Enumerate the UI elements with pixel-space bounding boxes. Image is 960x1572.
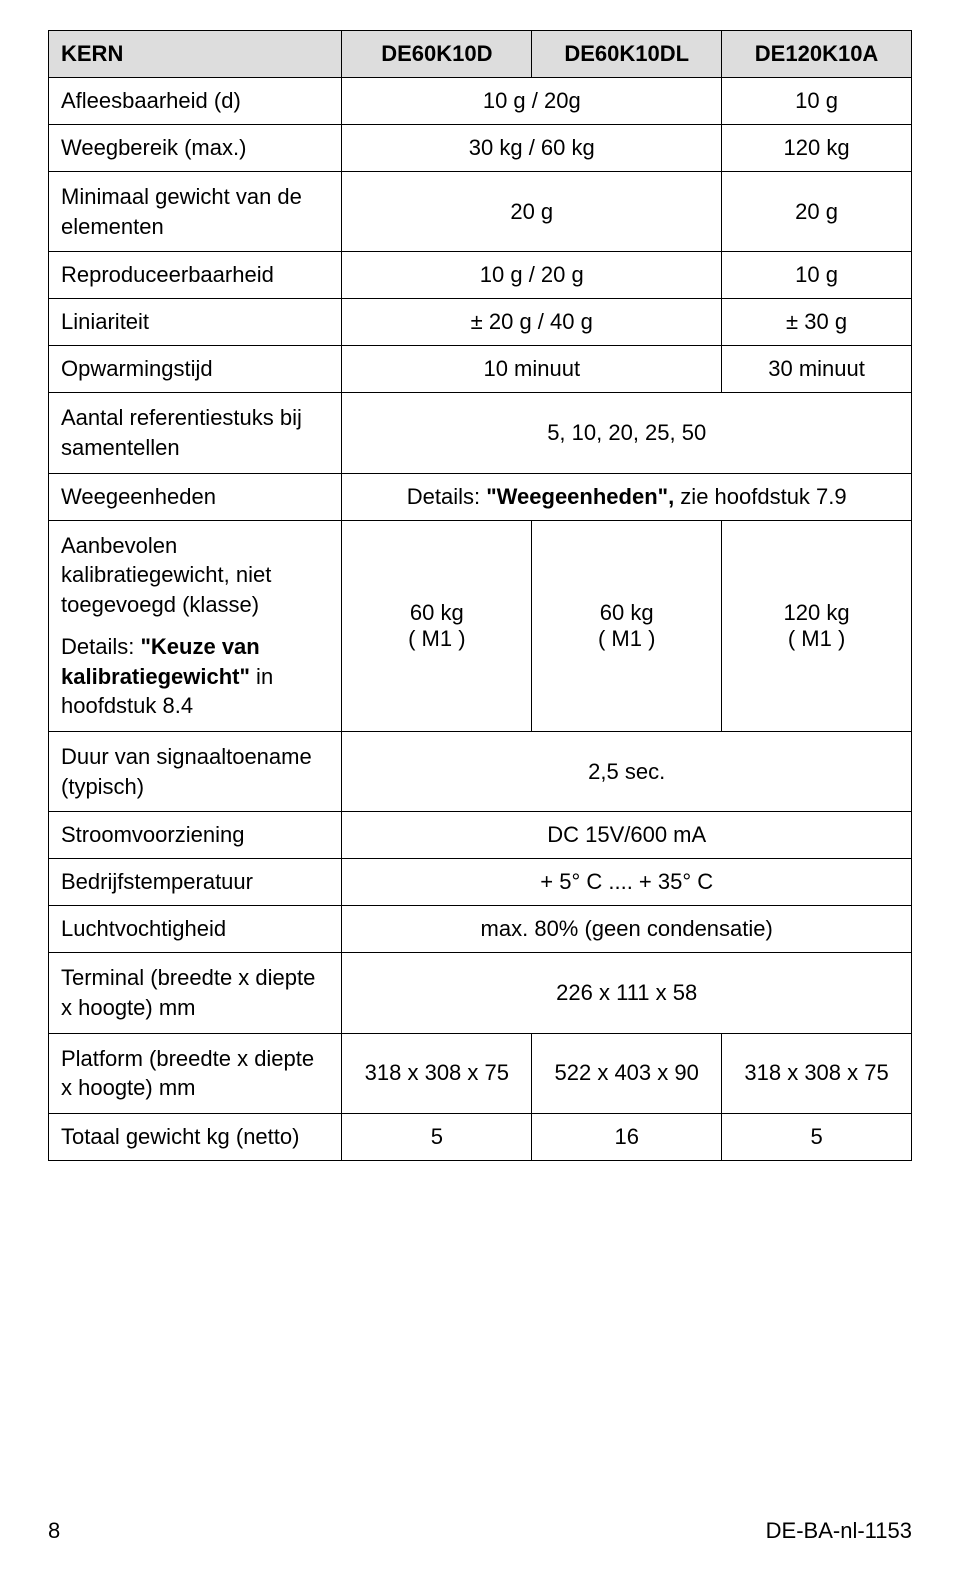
val-duur: 2,5 sec.: [342, 731, 912, 811]
aanbevolen-v2b: ( M1 ): [544, 626, 709, 652]
header-col2: DE60K10DL: [532, 31, 722, 78]
val-weegbereik-3: 120 kg: [722, 125, 912, 172]
label-liniariteit: Liniariteit: [49, 299, 342, 346]
row-opwarmingstijd: Opwarmingstijd 10 minuut 30 minuut: [49, 346, 912, 393]
val-terminal: 226 x 111 x 58: [342, 953, 912, 1033]
row-duur: Duur van signaaltoename (typisch) 2,5 se…: [49, 731, 912, 811]
aanbevolen-l2a: Details:: [61, 634, 140, 659]
val-platform-2: 522 x 403 x 90: [532, 1033, 722, 1113]
val-aantalref: 5, 10, 20, 25, 50: [342, 393, 912, 473]
aanbevolen-v1a: 60 kg: [354, 600, 519, 626]
val-weegbereik-12: 30 kg / 60 kg: [342, 125, 722, 172]
label-aantalref: Aantal referentiestuks bij samentellen: [49, 393, 342, 473]
label-platform: Platform (breedte x diepte x hoogte) mm: [49, 1033, 342, 1113]
spec-table: KERN DE60K10D DE60K10DL DE120K10A Aflees…: [48, 30, 912, 1161]
label-lucht: Luchtvochtigheid: [49, 906, 342, 953]
header-kern: KERN: [49, 31, 342, 78]
val-bedrijfstemp: + 5° C .... + 35° C: [342, 859, 912, 906]
page-footer: 8 DE-BA-nl-1153: [48, 1518, 912, 1544]
val-aanbevolen-3: 120 kg ( M1 ): [722, 520, 912, 731]
header-row: KERN DE60K10D DE60K10DL DE120K10A: [49, 31, 912, 78]
header-col1: DE60K10D: [342, 31, 532, 78]
label-opwarmingstijd: Opwarmingstijd: [49, 346, 342, 393]
header-col3: DE120K10A: [722, 31, 912, 78]
val-minimaal-12: 20 g: [342, 172, 722, 252]
row-totaal: Totaal gewicht kg (netto) 5 16 5: [49, 1114, 912, 1161]
val-aanbevolen-2: 60 kg ( M1 ): [532, 520, 722, 731]
aanbevolen-v3a: 120 kg: [734, 600, 899, 626]
label-minimaal: Minimaal gewicht van de elementen: [49, 172, 342, 252]
aanbevolen-v3b: ( M1 ): [734, 626, 899, 652]
row-aantalref: Aantal referentiestuks bij samentellen 5…: [49, 393, 912, 473]
label-stroom: Stroomvoorziening: [49, 812, 342, 859]
val-weegeenheden: Details: "Weegeenheden", zie hoofdstuk 7…: [342, 473, 912, 520]
val-stroom: DC 15V/600 mA: [342, 812, 912, 859]
val-totaal-3: 5: [722, 1114, 912, 1161]
row-weegeenheden: Weegeenheden Details: "Weegeenheden", zi…: [49, 473, 912, 520]
label-weegeenheden: Weegeenheden: [49, 473, 342, 520]
row-liniariteit: Liniariteit ± 20 g / 40 g ± 30 g: [49, 299, 912, 346]
label-aanbevolen: Aanbevolen kalibratiegewicht, niet toege…: [49, 520, 342, 731]
val-opwarmingstijd-12: 10 minuut: [342, 346, 722, 393]
weegeenheden-bold: "Weegeenheden",: [486, 484, 674, 509]
val-platform-1: 318 x 308 x 75: [342, 1033, 532, 1113]
row-bedrijfstemp: Bedrijfstemperatuur + 5° C .... + 35° C: [49, 859, 912, 906]
val-reproduceer-3: 10 g: [722, 252, 912, 299]
val-liniariteit-12: ± 20 g / 40 g: [342, 299, 722, 346]
row-platform: Platform (breedte x diepte x hoogte) mm …: [49, 1033, 912, 1113]
weegeenheden-pref: Details:: [407, 484, 486, 509]
aanbevolen-v2a: 60 kg: [544, 600, 709, 626]
row-minimaal: Minimaal gewicht van de elementen 20 g 2…: [49, 172, 912, 252]
label-weegbereik: Weegbereik (max.): [49, 125, 342, 172]
row-lucht: Luchtvochtigheid max. 80% (geen condensa…: [49, 906, 912, 953]
weegeenheden-suf: zie hoofdstuk 7.9: [674, 484, 846, 509]
label-afleesbaarheid: Afleesbaarheid (d): [49, 78, 342, 125]
label-terminal: Terminal (breedte x diepte x hoogte) mm: [49, 953, 342, 1033]
val-afleesbaarheid-3: 10 g: [722, 78, 912, 125]
aanbevolen-l1: Aanbevolen kalibratiegewicht, niet toege…: [61, 533, 271, 617]
row-afleesbaarheid: Afleesbaarheid (d) 10 g / 20g 10 g: [49, 78, 912, 125]
val-aanbevolen-1: 60 kg ( M1 ): [342, 520, 532, 731]
label-bedrijfstemp: Bedrijfstemperatuur: [49, 859, 342, 906]
val-lucht: max. 80% (geen condensatie): [342, 906, 912, 953]
val-totaal-1: 5: [342, 1114, 532, 1161]
aanbevolen-v1b: ( M1 ): [354, 626, 519, 652]
val-minimaal-3: 20 g: [722, 172, 912, 252]
row-terminal: Terminal (breedte x diepte x hoogte) mm …: [49, 953, 912, 1033]
footer-ref: DE-BA-nl-1153: [766, 1518, 912, 1544]
row-stroom: Stroomvoorziening DC 15V/600 mA: [49, 812, 912, 859]
val-platform-3: 318 x 308 x 75: [722, 1033, 912, 1113]
row-weegbereik: Weegbereik (max.) 30 kg / 60 kg 120 kg: [49, 125, 912, 172]
label-duur: Duur van signaaltoename (typisch): [49, 731, 342, 811]
val-reproduceer-12: 10 g / 20 g: [342, 252, 722, 299]
val-liniariteit-3: ± 30 g: [722, 299, 912, 346]
val-afleesbaarheid-12: 10 g / 20g: [342, 78, 722, 125]
label-totaal: Totaal gewicht kg (netto): [49, 1114, 342, 1161]
val-opwarmingstijd-3: 30 minuut: [722, 346, 912, 393]
val-totaal-2: 16: [532, 1114, 722, 1161]
row-aanbevolen: Aanbevolen kalibratiegewicht, niet toege…: [49, 520, 912, 731]
row-reproduceer: Reproduceerbaarheid 10 g / 20 g 10 g: [49, 252, 912, 299]
footer-page: 8: [48, 1518, 60, 1544]
label-reproduceer: Reproduceerbaarheid: [49, 252, 342, 299]
